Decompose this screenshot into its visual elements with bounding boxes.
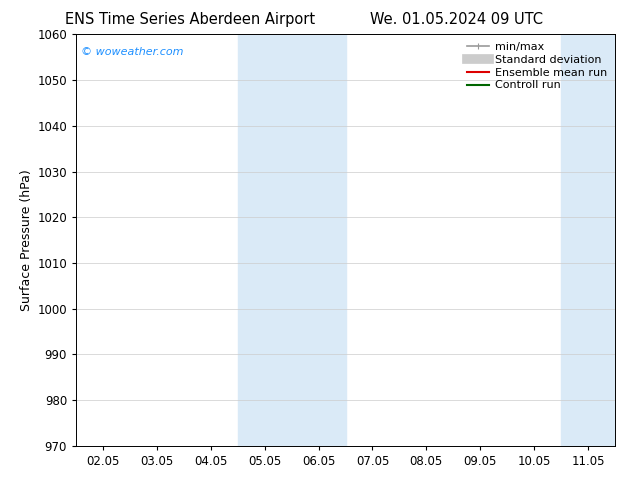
Legend: min/max, Standard deviation, Ensemble mean run, Controll run: min/max, Standard deviation, Ensemble me…	[465, 40, 609, 93]
Bar	[561, 34, 634, 446]
Text: We. 01.05.2024 09 UTC: We. 01.05.2024 09 UTC	[370, 12, 543, 27]
Y-axis label: Surface Pressure (hPa): Surface Pressure (hPa)	[20, 169, 33, 311]
Text: ENS Time Series Aberdeen Airport: ENS Time Series Aberdeen Airport	[65, 12, 315, 27]
Text: © woweather.com: © woweather.com	[81, 47, 184, 57]
Bar	[238, 34, 346, 446]
